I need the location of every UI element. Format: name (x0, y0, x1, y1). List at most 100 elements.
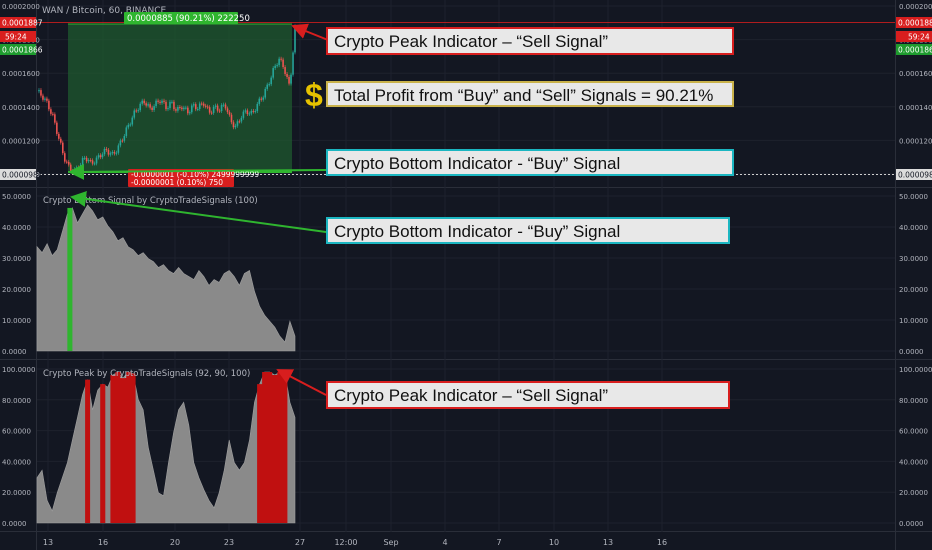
candle-body (181, 107, 183, 110)
candle-body (151, 107, 153, 110)
y-tick-left: 40.0000 (2, 224, 31, 232)
y-tick-right: 0.0000 (899, 520, 924, 528)
y-tick-left: 30.0000 (2, 255, 31, 263)
y-tick-left: 50.0000 (2, 193, 31, 201)
candle-body (81, 158, 84, 165)
symbol-title: WAN / Bitcoin, 60, BINANCE (42, 6, 167, 16)
candle-body (135, 110, 138, 112)
y-tick-left: 10.0000 (2, 317, 31, 325)
y-tick-right: 40.0000 (899, 458, 928, 466)
y-tick-left: 100.0000 (2, 366, 35, 374)
candle-body (99, 155, 102, 158)
x-tick: 23 (224, 538, 234, 547)
candle-body (91, 160, 94, 164)
x-tick: 7 (496, 538, 501, 547)
candle-body (240, 117, 243, 122)
candle-body (246, 110, 249, 115)
candle-body (191, 105, 193, 113)
callout-profit: Total Profit from “Buy” and “Sell” Signa… (326, 81, 734, 107)
candle-body (260, 98, 263, 100)
candle-body (75, 167, 78, 170)
candle-body (129, 124, 132, 126)
candle-body (113, 152, 116, 154)
candle-body (276, 65, 278, 67)
candle-body (230, 114, 233, 123)
y-tick-left: 0.0001200 (2, 137, 40, 145)
candle-body (198, 103, 201, 109)
candle-body (212, 106, 215, 113)
candle-body (238, 121, 241, 123)
callout-peak-low: Crypto Peak Indicator – “Sell Signal” (326, 381, 730, 409)
x-tick: 13 (603, 538, 613, 547)
y-tick-right: 20.0000 (899, 286, 928, 294)
callout-bottom-mid: Crypto Bottom Indicator - “Buy” Signal (326, 217, 730, 244)
candle-body (220, 105, 223, 112)
candle-body (40, 90, 42, 96)
right-price-tags: 0.0001887 59:24 0.0001866 0.0000981 (896, 17, 932, 180)
left-tag-top: 0.0001887 (2, 19, 43, 28)
candle-body (208, 107, 211, 113)
candle-body (52, 113, 54, 115)
candle-body (117, 145, 120, 153)
x-tick: Sep (383, 538, 398, 547)
x-tick: 13 (43, 538, 53, 547)
candle-body (131, 117, 134, 125)
candle-body (290, 74, 292, 84)
sell-signal-area (85, 372, 288, 523)
candle-body (63, 153, 66, 162)
peak-indicator-pane[interactable]: Crypto Peak by CryptoTradeSignals (92, 9… (36, 369, 296, 524)
candle-body (284, 67, 286, 74)
y-tick-left: 0.0000 (2, 348, 27, 356)
y-tick-right: 40.0000 (899, 224, 928, 232)
candle-body (228, 112, 231, 115)
candle-body (196, 108, 199, 110)
candle-body (62, 142, 64, 154)
candle-body (127, 124, 130, 128)
candle-body (268, 84, 270, 86)
bottom-indicator-title: Crypto Bottom Signal by CryptoTradeSigna… (43, 196, 258, 206)
candle-body (141, 100, 143, 104)
price-pane[interactable]: WAN / Bitcoin, 60, BINANCE 0.0000885 (90… (36, 6, 895, 187)
y-tick-left: 0.0000 (2, 520, 27, 528)
candle-body (194, 104, 197, 110)
x-tick: 12:00 (334, 538, 357, 547)
candle-body (161, 100, 163, 103)
candle-body (288, 76, 290, 84)
candle-body (89, 160, 92, 162)
candle-body (107, 149, 110, 155)
y-tick-left: 0.0001600 (2, 70, 40, 78)
x-tick: 27 (295, 538, 305, 547)
candle-body (109, 153, 112, 155)
candle-body (93, 163, 96, 165)
candle-body (65, 161, 68, 163)
peak-indicator-title: Crypto Peak by CryptoTradeSignals (92, 9… (43, 369, 250, 379)
right-tag-timer: 59:24 (908, 33, 930, 42)
candle-body (242, 111, 245, 118)
x-tick: 4 (442, 538, 447, 547)
candle-body (139, 103, 141, 111)
candle-body (254, 111, 257, 113)
candle-body (206, 106, 209, 108)
candle-body (105, 148, 108, 150)
candle-body (60, 138, 62, 143)
y-tick-right: 20.0000 (899, 489, 928, 497)
candle-body (95, 157, 98, 164)
buy-arrow-mid (70, 190, 327, 233)
candle-body (250, 110, 253, 114)
candle-body (101, 154, 104, 158)
x-tick: 20 (170, 538, 180, 547)
y-tick-left: 20.0000 (2, 286, 31, 294)
candle-body (67, 161, 70, 165)
trade-profit-label-bg (124, 12, 238, 24)
sell-arrow-low (276, 369, 327, 396)
candle-body (214, 105, 217, 107)
candle-body (282, 59, 284, 68)
candle-body (270, 77, 272, 85)
candle-body (236, 121, 239, 126)
trade-loss-label-1: -0.0000001 (-0.10%) 2499999999 (131, 170, 259, 179)
candle-body (262, 97, 265, 100)
candle-body (69, 164, 72, 171)
bottom-indicator-pane[interactable]: Crypto Bottom Signal by CryptoTradeSigna… (36, 196, 296, 352)
candle-body (280, 58, 282, 60)
candle-body (200, 103, 203, 105)
